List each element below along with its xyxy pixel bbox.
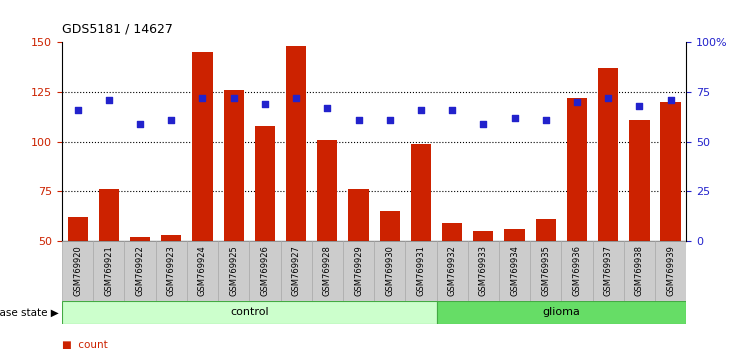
Bar: [655, 241, 686, 301]
Point: [72, 107, 83, 113]
Bar: [218, 241, 250, 301]
Text: GSM769921: GSM769921: [104, 245, 113, 296]
Point: [196, 95, 208, 101]
Point: [509, 115, 520, 121]
Bar: [437, 301, 686, 324]
Bar: [62, 241, 93, 301]
Text: GSM769931: GSM769931: [416, 245, 426, 296]
Text: GSM769925: GSM769925: [229, 245, 238, 296]
Bar: [468, 241, 499, 301]
Bar: [374, 241, 405, 301]
Bar: [192, 52, 212, 241]
Bar: [124, 241, 155, 301]
Point: [446, 107, 458, 113]
Text: GSM769933: GSM769933: [479, 245, 488, 296]
Bar: [661, 102, 681, 241]
Point: [602, 95, 614, 101]
Text: GSM769936: GSM769936: [572, 245, 582, 296]
Point: [291, 95, 302, 101]
Bar: [566, 98, 587, 241]
Bar: [593, 241, 623, 301]
Text: GSM769924: GSM769924: [198, 245, 207, 296]
Bar: [62, 301, 437, 324]
Text: glioma: glioma: [542, 307, 580, 318]
Bar: [348, 189, 369, 241]
Text: disease state ▶: disease state ▶: [0, 307, 58, 318]
Text: GSM769926: GSM769926: [261, 245, 269, 296]
Bar: [499, 241, 530, 301]
Bar: [187, 241, 218, 301]
Bar: [155, 241, 187, 301]
Bar: [67, 217, 88, 241]
Bar: [161, 235, 182, 241]
Bar: [504, 229, 525, 241]
Bar: [255, 126, 275, 241]
Bar: [130, 237, 150, 241]
Text: GSM769934: GSM769934: [510, 245, 519, 296]
Point: [540, 117, 552, 122]
Bar: [93, 241, 124, 301]
Text: GSM769927: GSM769927: [291, 245, 301, 296]
Bar: [561, 241, 593, 301]
Bar: [99, 189, 119, 241]
Bar: [380, 211, 400, 241]
Bar: [286, 46, 307, 241]
Bar: [530, 241, 561, 301]
Bar: [250, 241, 280, 301]
Point: [134, 121, 146, 127]
Point: [321, 105, 333, 111]
Text: GSM769923: GSM769923: [166, 245, 176, 296]
Bar: [280, 241, 312, 301]
Point: [665, 97, 677, 103]
Text: control: control: [230, 307, 269, 318]
Text: GSM769937: GSM769937: [604, 245, 612, 296]
Bar: [437, 241, 468, 301]
Point: [103, 97, 115, 103]
Text: GSM769938: GSM769938: [635, 245, 644, 296]
Bar: [223, 90, 244, 241]
Text: GSM769939: GSM769939: [666, 245, 675, 296]
Text: ■  count: ■ count: [62, 341, 108, 350]
Text: GDS5181 / 14627: GDS5181 / 14627: [62, 22, 173, 35]
Bar: [317, 139, 337, 241]
Bar: [405, 241, 437, 301]
Text: GSM769922: GSM769922: [136, 245, 145, 296]
Point: [634, 103, 645, 109]
Bar: [598, 68, 618, 241]
Point: [166, 117, 177, 122]
Bar: [629, 120, 650, 241]
Bar: [343, 241, 374, 301]
Bar: [536, 219, 556, 241]
Bar: [473, 231, 493, 241]
Point: [571, 99, 583, 105]
Bar: [623, 241, 655, 301]
Bar: [442, 223, 462, 241]
Bar: [312, 241, 343, 301]
Text: GSM769928: GSM769928: [323, 245, 332, 296]
Point: [477, 121, 489, 127]
Point: [384, 117, 396, 122]
Point: [415, 107, 427, 113]
Text: GSM769920: GSM769920: [73, 245, 82, 296]
Point: [259, 101, 271, 107]
Text: GSM769929: GSM769929: [354, 245, 363, 296]
Point: [353, 117, 364, 122]
Text: GSM769935: GSM769935: [541, 245, 550, 296]
Bar: [411, 144, 431, 241]
Text: GSM769930: GSM769930: [385, 245, 394, 296]
Text: GSM769932: GSM769932: [447, 245, 457, 296]
Point: [228, 95, 239, 101]
